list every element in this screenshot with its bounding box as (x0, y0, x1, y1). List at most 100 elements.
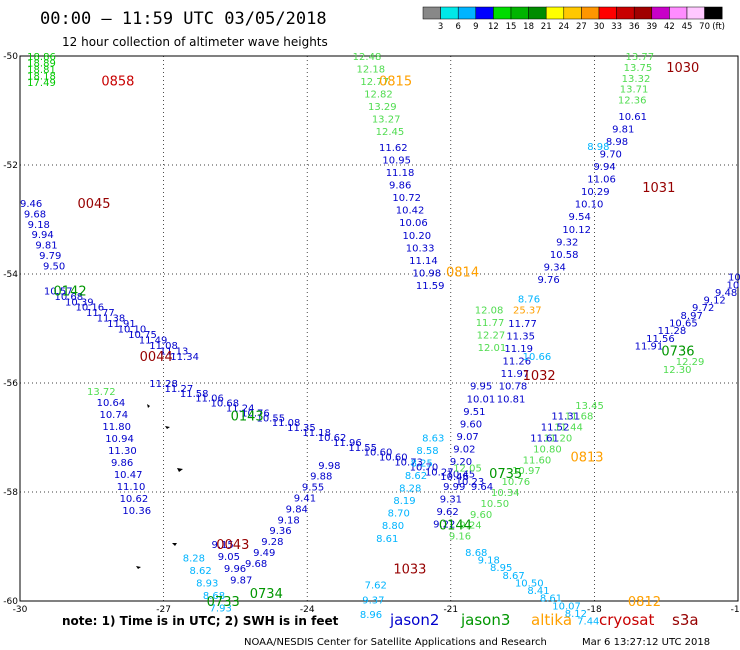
swh-value: 11.31 (551, 412, 580, 423)
colorbar-swatch (440, 6, 459, 20)
swh-value: 8.61 (376, 534, 398, 545)
swh-value: 10.27 (425, 467, 454, 478)
swh-value: 10.78 (499, 382, 528, 393)
colorbar-swatch (581, 6, 600, 20)
legend-altika: altika (531, 611, 572, 629)
pass-time-labels: 0858 0815 1030 0045 1031 0814 0142 0044 0736 1032… (54, 61, 700, 610)
colorbar-swatch (704, 6, 723, 20)
colorbar-swatch (510, 6, 529, 20)
swh-value: 9.48 (715, 288, 737, 299)
swh-value: 9.15 (211, 540, 233, 551)
swh-value: 13.27 (372, 115, 401, 126)
swh-value: 9.54 (569, 212, 591, 223)
swh-value: 8.98 (587, 142, 609, 153)
latitude-tick-label: -52 (3, 161, 18, 171)
swh-value: 10.46 (440, 472, 469, 483)
colorbar-tick-label: 36 (629, 22, 640, 32)
island-mark (165, 426, 170, 429)
longitude-tick-label: -27 (156, 605, 171, 615)
swh-value: 13.75 (624, 63, 653, 74)
swh-value: 11.96 (333, 438, 362, 449)
colorbar-swatch (633, 6, 653, 20)
swh-value: 9.18 (478, 556, 500, 567)
swh-value: 13.71 (620, 85, 649, 96)
swh-value: 10.65 (669, 319, 698, 330)
colorbar-swatch (475, 6, 494, 20)
swh-value: 10.62 (318, 433, 347, 444)
colorbar-swatch (686, 6, 705, 20)
legend-cryosat: cryosat (599, 611, 654, 629)
colorbar-tick-label: 12 (488, 22, 499, 32)
latitude-tick-label: -50 (3, 52, 18, 62)
colorbar-tick-label: 27 (576, 22, 587, 32)
swh-value: 10.76 (241, 408, 270, 419)
swh-value: 11.77 (476, 318, 505, 329)
map-frame (19, 55, 739, 602)
swh-value: 10.12 (562, 225, 591, 236)
swh-value: 13.29 (368, 102, 397, 113)
latitude-tick-label: -60 (3, 597, 18, 607)
swh-value: 8.61 (540, 594, 562, 605)
swh-value: 10.50 (515, 578, 544, 589)
swh-value: 10.95 (382, 156, 411, 167)
longitude-tick-label: -30 (13, 605, 28, 615)
swh-value: 9.34 (544, 262, 566, 273)
colorbar-tick-label: 70 (699, 22, 710, 32)
swh-value: 8.28 (183, 553, 205, 564)
swh-value: 11.97 (501, 369, 530, 380)
swh-value: 8.12 (565, 609, 587, 620)
footnote: note: 1) Time is in UTC; 2) SWH is in fe… (62, 614, 339, 628)
pass-time-label: 0814 (446, 265, 479, 280)
swh-value: 11.28 (658, 326, 687, 337)
colorbar-swatch (616, 6, 635, 20)
swh-value: 9.70 (600, 150, 622, 161)
swh-value: 11.08 (272, 418, 301, 429)
swh-value: 8.95 (490, 563, 512, 574)
swh-value: 11.06 (587, 175, 616, 186)
pass-time-label: 0735 (489, 467, 522, 482)
swh-value: 8.76 (518, 295, 540, 306)
island-mark (136, 566, 141, 569)
swh-value: 18.89 (27, 59, 56, 70)
swh-value: 12.27 (477, 330, 506, 341)
swh-value: 8.98 (606, 137, 628, 148)
swh-value: 9.46 (20, 199, 42, 210)
agency-credit: NOAA/NESDIS Center for Satellite Applica… (244, 637, 547, 648)
swh-value: 10.55 (256, 413, 285, 424)
swh-value: 11.77 (508, 319, 537, 330)
longitude-tick-label: -24 (300, 605, 315, 615)
pass-time-label: 0736 (661, 344, 694, 359)
swh-value: 9.76 (537, 275, 559, 286)
colorbar-tick-label: 30 (594, 22, 605, 32)
colorbar-tick-label: 15 (506, 22, 517, 32)
swh-value: 9.94 (593, 162, 615, 173)
colorbar-tick-label: 45 (682, 22, 693, 32)
legend-jason3: jason3 (460, 611, 510, 629)
colorbar-tick-label: 39 (646, 22, 657, 32)
colorbar-tick-label: 33 (611, 22, 622, 32)
swh-value: 13.77 (626, 52, 655, 63)
swh-value: 8.63 (422, 434, 444, 445)
swh-value: 9.18 (28, 220, 50, 231)
swh-value: 8.28 (399, 484, 421, 495)
lat-lon-grid (20, 56, 738, 601)
pass-time-label: 0043 (216, 538, 249, 553)
colorbar-swatch (669, 6, 688, 20)
swh-value: 9.36 (269, 526, 291, 537)
swh-value: 12.08 (475, 305, 504, 316)
swh-value: 11.30 (108, 446, 137, 457)
pass-time-label: 0734 (250, 587, 283, 602)
pass-time-label: 1030 (666, 61, 699, 76)
swh-value: 10.47 (727, 280, 740, 291)
swh-value: 9.41 (294, 493, 316, 504)
pass-time-label: 0812 (628, 595, 661, 610)
swh-value: 9.60 (470, 510, 492, 521)
swh-value: 11.10 (117, 482, 146, 493)
swh-value: 11.35 (287, 423, 316, 434)
swh-value: 8.58 (416, 446, 438, 457)
swh-value: 9.84 (286, 504, 308, 515)
swh-value: 10.47 (114, 470, 143, 481)
swh-value: 12.36 (618, 96, 647, 107)
swh-value: 8.19 (393, 496, 415, 507)
swh-value: 12.77 (360, 77, 389, 88)
